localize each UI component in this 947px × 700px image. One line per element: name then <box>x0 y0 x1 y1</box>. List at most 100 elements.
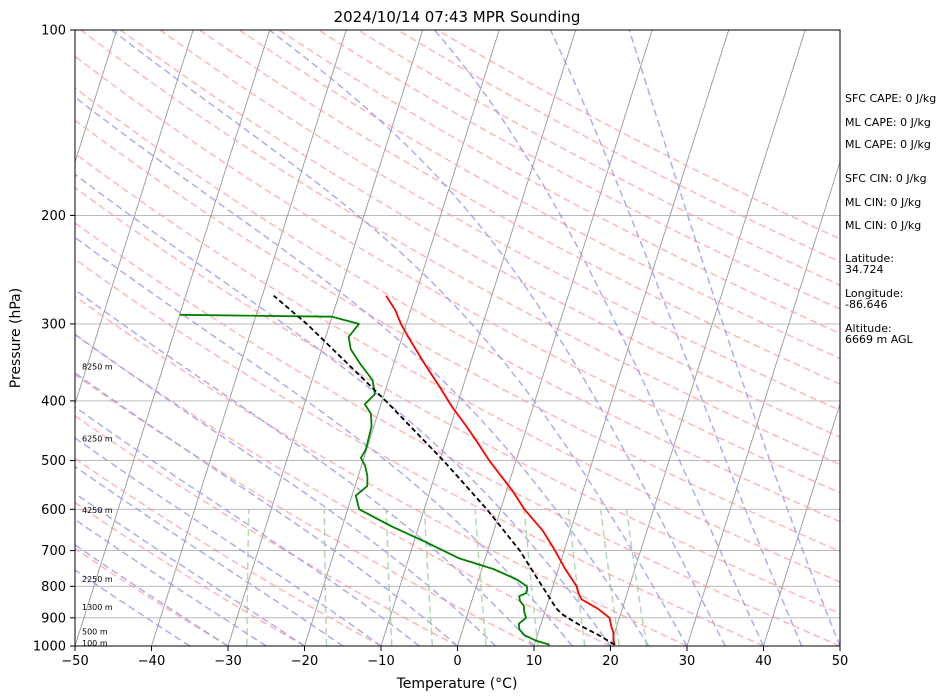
dry-adiabat-line <box>159 30 840 412</box>
moist-adiabat-line <box>75 544 229 646</box>
isotherm-line <box>75 30 194 406</box>
isotherm-line <box>380 30 577 646</box>
x-tick-label: −50 <box>61 654 88 669</box>
isotherm-line <box>610 30 806 646</box>
dry-adiabat-line <box>75 415 458 646</box>
y-tick-label: 100 <box>41 24 66 39</box>
x-tick-label: −10 <box>367 654 394 669</box>
mixing-ratio-line <box>523 509 539 646</box>
dry-adiabat-line <box>75 86 840 523</box>
info-line: 34.724 <box>845 263 884 276</box>
y-tick-label: 900 <box>41 611 66 626</box>
isotherm-line <box>763 402 840 646</box>
isotherm-line <box>304 30 500 646</box>
isotherm-line <box>75 30 271 646</box>
y-tick-label: 800 <box>41 580 66 595</box>
y-tick-label: 1000 <box>33 640 66 655</box>
moist-adiabat-line <box>433 30 765 646</box>
dry-adiabat-line <box>75 547 229 646</box>
height-label: 100 m <box>82 639 108 648</box>
info-line: SFC CIN: 0 J/kg <box>845 172 927 185</box>
height-labels: 100 m 500 m 1300 m 2250 m 4250 m 6250 m 8250 m <box>82 363 113 648</box>
info-line: Altitude: <box>845 322 892 335</box>
info-line: ML CAPE: 0 J/kg <box>845 138 931 151</box>
info-line: -86.646 <box>845 298 887 311</box>
dry-adiabat-line <box>75 295 688 646</box>
dry-adiabat-line <box>75 55 840 494</box>
isotherm-line <box>227 30 424 646</box>
moist-adiabat-line <box>75 236 573 646</box>
moist-adiabat-line <box>75 173 612 646</box>
moist-adiabat-line <box>75 465 344 646</box>
dewpoint-line <box>179 313 550 646</box>
x-tick-label: 30 <box>679 654 696 669</box>
y-tick-label: 200 <box>41 209 66 224</box>
dry-adiabat-line <box>75 334 611 646</box>
x-tick-label: 20 <box>602 654 619 669</box>
moist-adiabat-line <box>111 30 688 646</box>
moist-adiabat-line <box>269 30 726 646</box>
height-label: 500 m <box>82 628 108 637</box>
moist-adiabat-line <box>75 96 650 646</box>
isotherm-line <box>686 160 840 646</box>
background-grid <box>75 30 840 646</box>
dry-adiabat-line <box>75 152 840 583</box>
moist-adiabat-line <box>75 569 191 646</box>
info-line: Latitude: <box>845 252 894 265</box>
height-label: 1300 m <box>82 603 113 612</box>
info-line: Longitude: <box>845 287 903 300</box>
y-tick-label: 400 <box>41 394 66 409</box>
moist-adiabat-line <box>75 288 535 646</box>
dry-adiabat-line <box>318 30 840 310</box>
height-label: 2250 m <box>82 575 113 584</box>
moist-adiabat-line <box>75 492 305 646</box>
moist-adiabat-line <box>549 30 803 646</box>
isotherm-line <box>151 30 347 646</box>
y-tick-label: 600 <box>41 503 66 518</box>
mixing-ratio-line <box>474 509 487 646</box>
mixing-ratio-line <box>423 509 434 646</box>
x-tick-label: 50 <box>832 654 849 669</box>
info-panel: SFC CAPE: 0 J/kg ML CAPE: 0 J/kg ML CAPE: … <box>845 92 936 346</box>
x-tick-label: −20 <box>291 654 318 669</box>
y-tick-label: 500 <box>41 454 66 469</box>
height-label: 4250 m <box>82 506 113 515</box>
x-tick-label: 0 <box>453 654 461 669</box>
dry-adiabat-line <box>75 457 382 646</box>
y-tick-label: 300 <box>41 317 66 332</box>
dry-adiabat-line <box>75 119 840 553</box>
y-axis-label: Pressure (hPa) <box>8 288 24 388</box>
dry-adiabat-line <box>75 258 764 646</box>
moist-adiabat-line <box>75 518 267 646</box>
mixing-ratio-line <box>323 509 328 646</box>
moist-adiabat-line <box>75 333 497 646</box>
dry-adiabat-line <box>357 30 840 286</box>
axes: −50 −40 −30 −20 −10 0 10 20 30 40 50 1000 900 800 700 6… <box>33 24 848 670</box>
x-tick-label: −40 <box>138 654 165 669</box>
parcel-path-line <box>273 295 616 646</box>
temperature-line <box>385 295 616 645</box>
mixing-ratio-line <box>246 509 250 646</box>
isotherm-line <box>457 30 653 646</box>
moist-adiabat-line <box>75 371 458 646</box>
x-tick-label: 10 <box>526 654 543 669</box>
height-label: 8250 m <box>82 363 113 372</box>
info-line: ML CIN: 0 J/kg <box>845 196 921 209</box>
isotherm-line <box>75 30 118 164</box>
dry-adiabat-line <box>75 373 535 646</box>
info-line: SFC CAPE: 0 J/kg <box>845 92 936 105</box>
height-label: 6250 m <box>82 434 113 443</box>
mixing-ratio-line <box>600 509 621 646</box>
y-tick-label: 700 <box>41 544 66 559</box>
x-tick-label: −30 <box>214 654 241 669</box>
info-line: ML CIN: 0 J/kg <box>845 219 921 232</box>
x-axis-label: Temperature (°C) <box>396 676 518 692</box>
x-tick-label: 40 <box>755 654 772 669</box>
info-line: ML CAPE: 0 J/kg <box>845 116 931 129</box>
data-series <box>179 295 616 646</box>
dry-adiabat-line <box>278 30 840 335</box>
moist-adiabat-line <box>75 406 420 646</box>
mixing-ratio-line <box>625 509 648 646</box>
dry-adiabat-line <box>238 30 840 360</box>
